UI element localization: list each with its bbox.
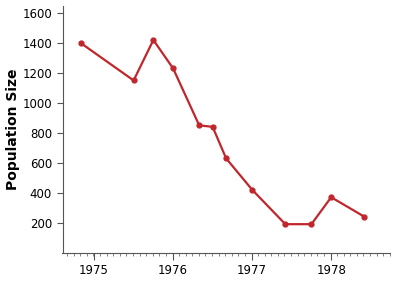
Y-axis label: Population Size: Population Size bbox=[6, 68, 19, 190]
